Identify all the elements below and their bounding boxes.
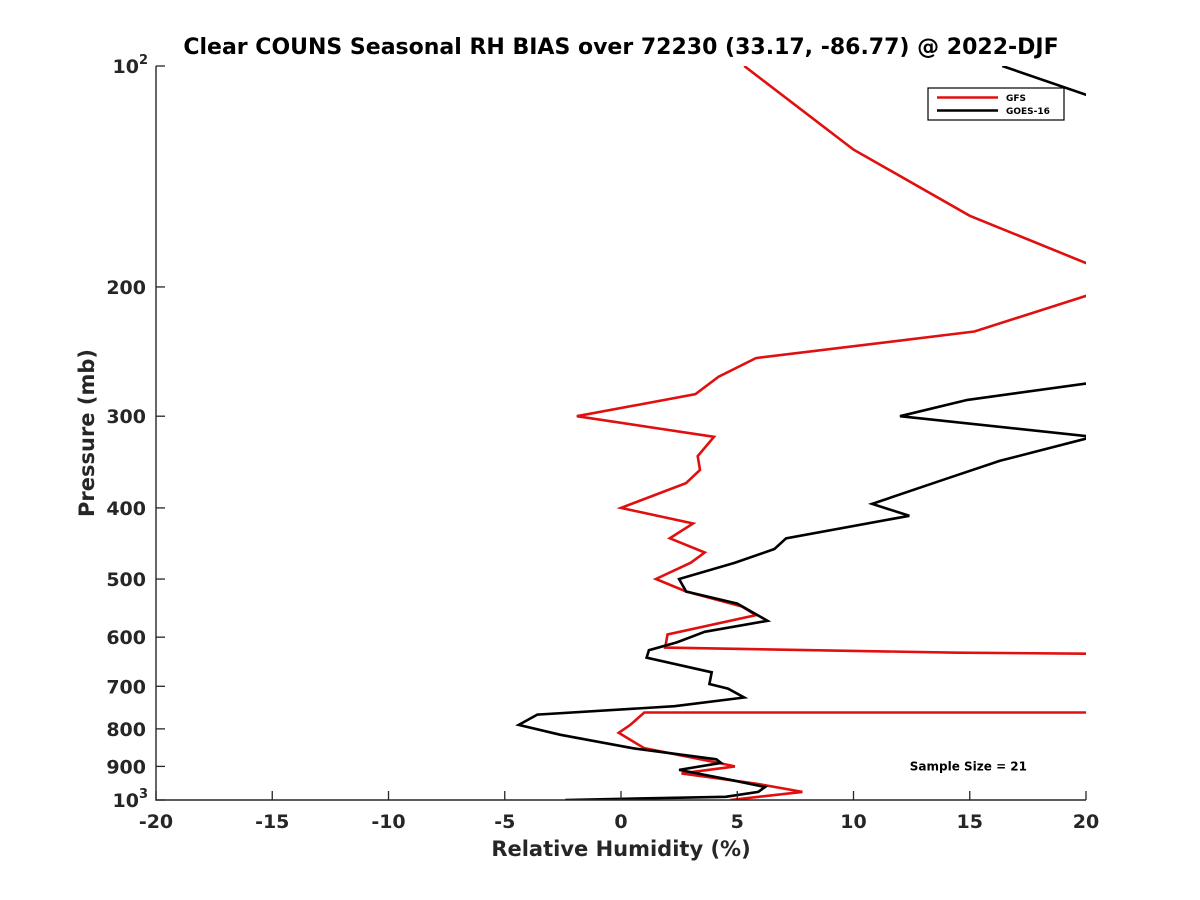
y-tick-label: 300 bbox=[106, 406, 146, 428]
legend-label-gfs: GFS bbox=[1006, 94, 1026, 104]
y-tick-label: 200 bbox=[106, 277, 146, 299]
x-tick-label: 5 bbox=[731, 811, 744, 833]
y-axis-ticks: 102 200 300 400 500 600 700 800 900 103 bbox=[106, 53, 165, 812]
x-tick-label: 10 bbox=[840, 811, 866, 833]
x-tick-label: -20 bbox=[139, 811, 173, 833]
sample-size-annotation: Sample Size = 21 bbox=[910, 759, 1027, 773]
x-tick-label: 15 bbox=[957, 811, 983, 833]
series-line-gfs bbox=[576, 66, 1086, 800]
series-layer bbox=[515, 66, 1086, 800]
y-tick-label: 600 bbox=[106, 627, 146, 649]
y-tick-label: 500 bbox=[106, 569, 146, 591]
y-tick-label: 102 bbox=[113, 53, 149, 78]
y-tick-label: 900 bbox=[106, 756, 146, 778]
legend-box bbox=[927, 87, 1065, 121]
axes-frame bbox=[155, 66, 1086, 801]
y-tick-label: 400 bbox=[106, 498, 146, 520]
legend: GFS GOES-16 bbox=[927, 87, 1065, 121]
y-tick-label: 700 bbox=[106, 676, 146, 698]
x-tick-label: -15 bbox=[255, 811, 289, 833]
x-axis-ticks: -20 -15 -10 -5 0 5 10 15 20 bbox=[139, 791, 1099, 833]
x-axis-label: Relative Humidity (%) bbox=[491, 837, 750, 861]
legend-label-goes16: GOES-16 bbox=[1006, 107, 1050, 117]
x-tick-label: 20 bbox=[1073, 811, 1099, 833]
axes-layer bbox=[155, 66, 1086, 801]
y-tick-label: 103 bbox=[113, 787, 149, 812]
y-tick-label: 800 bbox=[106, 719, 146, 741]
x-tick-label: -5 bbox=[494, 811, 515, 833]
x-tick-label: 0 bbox=[614, 811, 627, 833]
chart-title: Clear COUNS Seasonal RH BIAS over 72230 … bbox=[183, 35, 1058, 60]
x-tick-label: -10 bbox=[371, 811, 405, 833]
y-axis-label: Pressure (mb) bbox=[75, 349, 99, 517]
series-line-goes-16 bbox=[515, 66, 1086, 800]
